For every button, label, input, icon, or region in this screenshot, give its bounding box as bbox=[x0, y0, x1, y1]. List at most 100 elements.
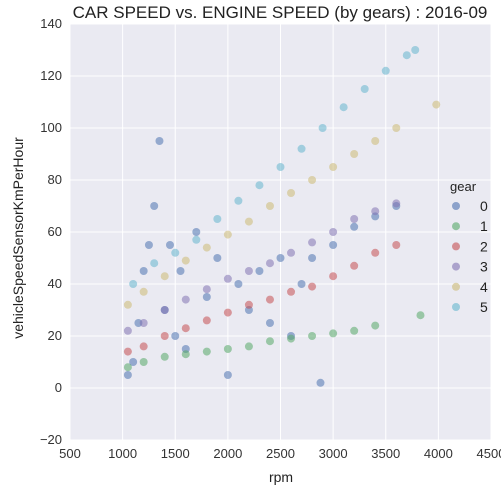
data-point-gear-0 bbox=[129, 358, 138, 366]
y-tick-label: 20 bbox=[48, 328, 62, 343]
data-point-gear-2 bbox=[265, 295, 274, 304]
data-point-gear-5 bbox=[255, 181, 264, 190]
data-point-gear-5 bbox=[234, 196, 243, 205]
x-axis-label: rpm bbox=[269, 469, 293, 485]
data-point-gear-4 bbox=[350, 150, 359, 158]
data-point-gear-2 bbox=[244, 300, 253, 309]
chart-title: CAR SPEED vs. ENGINE SPEED (by gears) : … bbox=[73, 3, 488, 22]
data-point-gear-4 bbox=[329, 163, 338, 171]
data-point-gear-4 bbox=[181, 256, 190, 265]
data-point-gear-5 bbox=[276, 163, 285, 171]
legend-label-gear-0: 0 bbox=[480, 198, 488, 214]
data-point-gear-2 bbox=[223, 308, 232, 317]
data-point-gear-0 bbox=[144, 241, 153, 249]
data-point-gear-5 bbox=[360, 85, 369, 93]
x-tick-label: 3000 bbox=[319, 446, 348, 461]
data-point-gear-2 bbox=[123, 347, 132, 356]
data-point-gear-3 bbox=[223, 274, 232, 283]
x-tick-label: 3500 bbox=[371, 446, 400, 461]
data-point-gear-0 bbox=[223, 371, 232, 379]
data-point-gear-3 bbox=[371, 207, 380, 216]
data-point-gear-0 bbox=[139, 267, 148, 275]
legend-marker-gear-3 bbox=[452, 262, 460, 271]
data-point-gear-4 bbox=[287, 189, 296, 197]
data-point-gear-0 bbox=[123, 371, 132, 379]
data-point-gear-4 bbox=[202, 243, 211, 252]
data-point-gear-0 bbox=[276, 254, 285, 262]
data-point-gear-4 bbox=[139, 287, 148, 296]
data-point-gear-0 bbox=[155, 137, 164, 145]
legend-marker-gear-2 bbox=[452, 242, 460, 251]
y-axis-label: vehicleSpeedSensorKmPerHour bbox=[10, 137, 26, 339]
y-tick-label: 120 bbox=[40, 68, 62, 83]
data-point-gear-2 bbox=[139, 342, 148, 351]
data-point-gear-5 bbox=[150, 259, 159, 268]
legend-marker-gear-0 bbox=[452, 202, 460, 210]
y-tick-label: 0 bbox=[55, 380, 62, 395]
data-point-gear-3 bbox=[181, 295, 190, 304]
data-point-gear-4 bbox=[223, 230, 232, 239]
data-point-gear-3 bbox=[308, 238, 317, 247]
data-point-gear-0 bbox=[308, 254, 317, 262]
data-point-gear-5 bbox=[402, 51, 411, 60]
data-point-gear-4 bbox=[371, 137, 380, 145]
data-point-gear-2 bbox=[329, 272, 338, 281]
data-point-gear-1 bbox=[350, 326, 359, 335]
data-point-gear-0 bbox=[265, 319, 274, 327]
data-point-gear-4 bbox=[308, 176, 317, 184]
x-tick-label: 500 bbox=[59, 446, 81, 461]
data-point-gear-3 bbox=[160, 306, 169, 314]
data-point-gear-4 bbox=[123, 300, 132, 309]
x-tick-labels: 500 1000 1500 2000 2500 3000 3500 4000 4500 bbox=[59, 446, 501, 461]
x-tick-label: 1500 bbox=[161, 446, 190, 461]
data-point-gear-5 bbox=[171, 248, 180, 257]
data-point-gear-3 bbox=[350, 215, 359, 223]
data-point-gear-2 bbox=[350, 261, 359, 270]
data-point-gear-1 bbox=[139, 358, 148, 366]
data-point-gear-1 bbox=[244, 342, 253, 351]
legend-label-gear-2: 2 bbox=[480, 238, 488, 254]
x-tick-label: 2000 bbox=[213, 446, 242, 461]
legend-marker-gear-5 bbox=[452, 303, 460, 311]
data-point-gear-1 bbox=[202, 347, 211, 356]
data-point-gear-0 bbox=[150, 202, 159, 210]
data-point-gear-1 bbox=[287, 334, 296, 343]
data-point-gear-3 bbox=[392, 199, 401, 208]
data-point-gear-0 bbox=[176, 267, 185, 275]
data-point-gear-1 bbox=[329, 329, 338, 338]
data-point-gear-4 bbox=[160, 272, 169, 281]
data-point-gear-1 bbox=[416, 311, 425, 320]
data-point-gear-2 bbox=[202, 316, 211, 325]
data-point-gear-5 bbox=[411, 46, 420, 54]
y-tick-label: 80 bbox=[48, 172, 62, 187]
y-tick-labels: −20 0 20 40 60 80 100 120 140 bbox=[40, 16, 62, 447]
data-point-gear-2 bbox=[392, 241, 401, 249]
x-tick-label: 1000 bbox=[108, 446, 137, 461]
data-point-gear-5 bbox=[339, 103, 348, 112]
data-point-gear-5 bbox=[381, 66, 390, 75]
x-tick-label: 4500 bbox=[477, 446, 501, 461]
data-point-gear-3 bbox=[329, 228, 338, 236]
data-point-gear-4 bbox=[265, 202, 274, 210]
data-point-gear-0 bbox=[234, 280, 243, 288]
y-tick-label: 100 bbox=[40, 120, 62, 135]
data-point-gear-3 bbox=[123, 326, 132, 335]
data-point-gear-0 bbox=[316, 378, 325, 387]
legend: gear 0 1 2 3 4 5 bbox=[450, 179, 488, 315]
legend-label-gear-4: 4 bbox=[480, 279, 488, 295]
data-point-gear-5 bbox=[129, 280, 138, 288]
data-point-gear-2 bbox=[181, 324, 190, 333]
data-point-gear-5 bbox=[213, 215, 222, 223]
data-point-gear-4 bbox=[244, 217, 253, 226]
data-point-gear-5 bbox=[297, 144, 306, 153]
legend-title: gear bbox=[450, 179, 477, 194]
data-point-gear-4 bbox=[392, 124, 401, 132]
data-point-gear-0 bbox=[297, 280, 306, 288]
data-point-gear-5 bbox=[192, 235, 201, 244]
data-point-gear-3 bbox=[265, 259, 274, 268]
legend-marker-gear-1 bbox=[452, 222, 460, 231]
data-point-gear-1 bbox=[160, 352, 169, 361]
data-point-gear-0 bbox=[165, 241, 174, 249]
x-tick-label: 2500 bbox=[266, 446, 295, 461]
